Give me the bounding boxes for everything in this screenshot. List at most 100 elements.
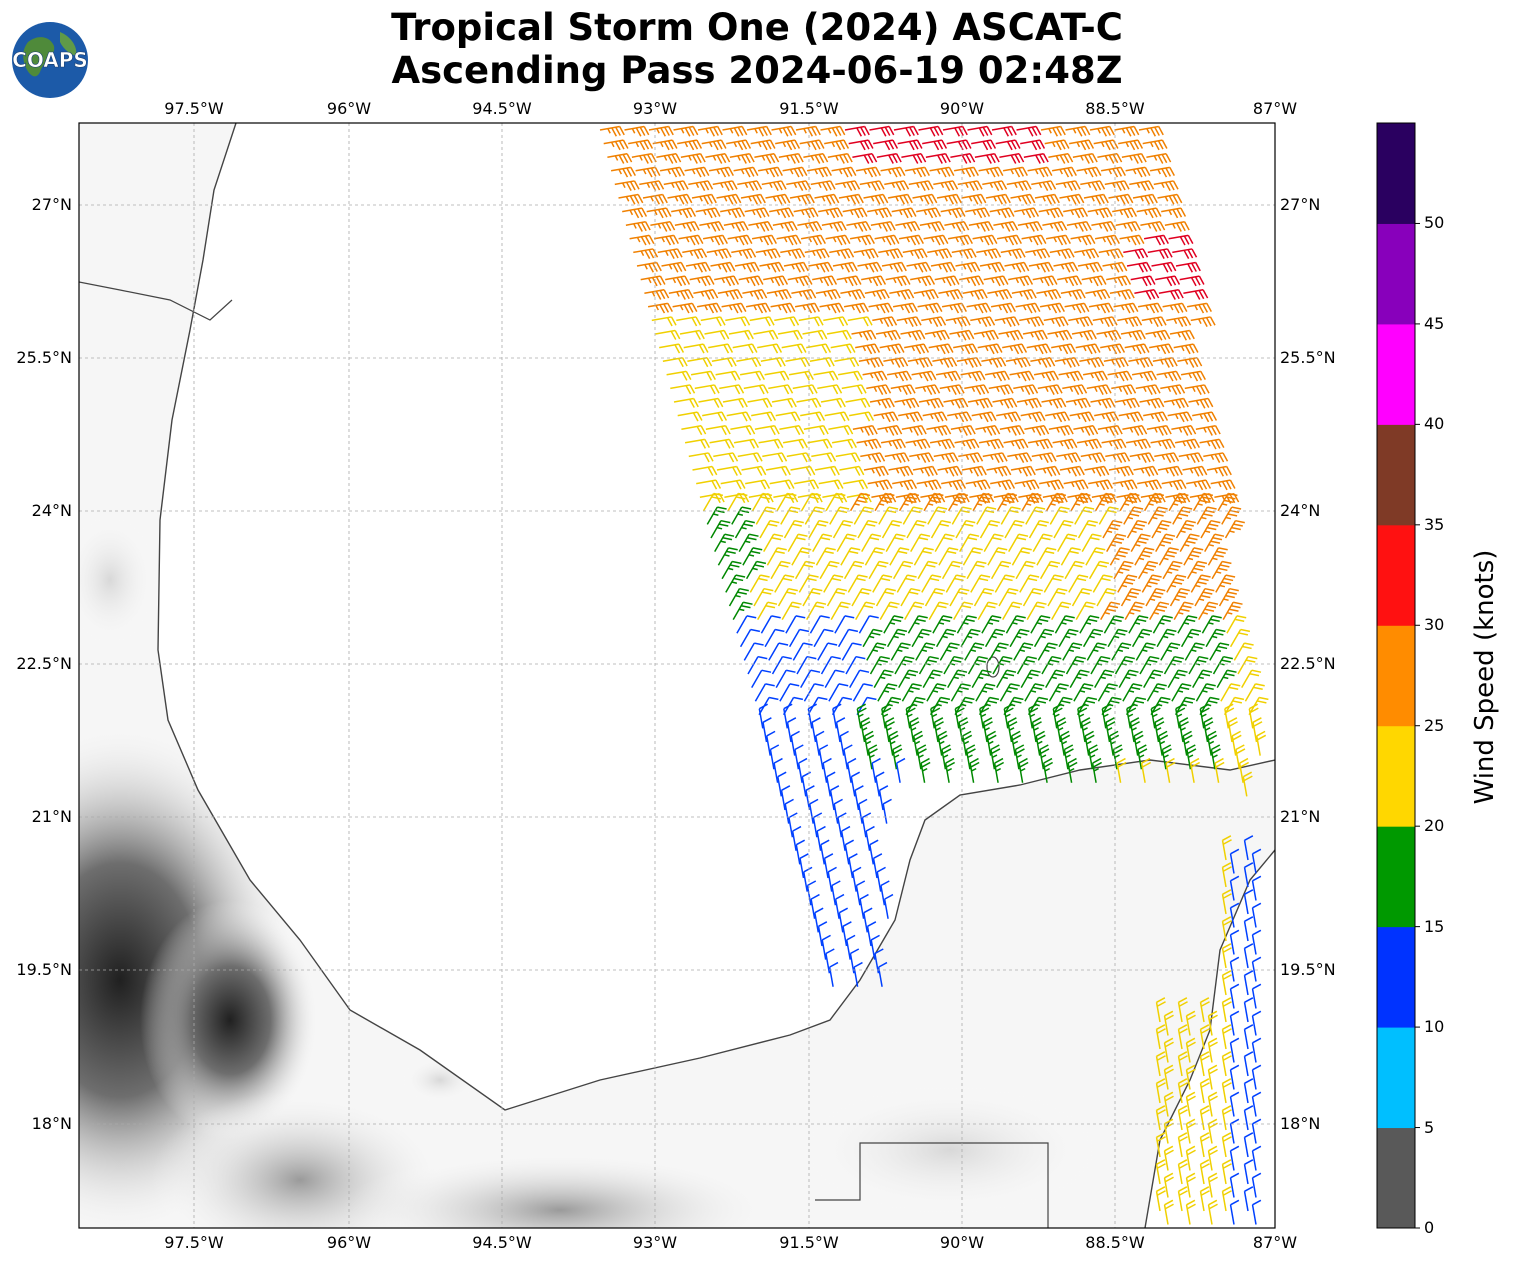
- wind-barb: [793, 207, 819, 219]
- wind-barb: [959, 533, 980, 552]
- wind-barb: [1210, 479, 1236, 491]
- wind-barb: [1009, 370, 1035, 382]
- wind-barb: [1163, 1037, 1174, 1063]
- wind-barb: [1157, 193, 1183, 205]
- wind-barb: [688, 180, 714, 192]
- wind-barb: [826, 587, 847, 607]
- wind-barb: [1002, 166, 1028, 178]
- wind-barb: [996, 411, 1022, 423]
- wind-barb: [954, 438, 980, 450]
- wind-barb: [1030, 615, 1051, 634]
- wind-barb: [682, 248, 708, 260]
- wind-barb: [702, 411, 728, 422]
- wind-barb: [912, 730, 924, 756]
- wind-barb: [1216, 669, 1237, 688]
- wind-barb: [850, 771, 861, 797]
- wind-barb: [937, 730, 948, 756]
- wind-barb: [1114, 125, 1140, 137]
- wind-barb: [922, 411, 948, 423]
- wind-barb: [1122, 424, 1148, 436]
- wind-barb: [1128, 356, 1154, 368]
- wind-barb: [1097, 683, 1118, 702]
- wind-barb: [1164, 220, 1190, 232]
- wind-barb: [883, 893, 894, 919]
- wind-barb: [1180, 370, 1206, 382]
- wind-barb: [1033, 370, 1059, 382]
- wind-barb: [918, 125, 944, 137]
- wind-barb: [1156, 370, 1182, 382]
- wind-barb: [1196, 506, 1217, 525]
- wind-barb: [883, 615, 904, 634]
- wind-barb: [1126, 261, 1152, 273]
- wind-barb: [1126, 519, 1147, 539]
- wind-barb: [956, 615, 977, 634]
- wind-barb: [1163, 1145, 1174, 1171]
- wind-barb: [677, 139, 703, 151]
- wind-barb: [1093, 139, 1119, 151]
- wind-barb: [1177, 997, 1188, 1023]
- wind-barb: [787, 275, 813, 287]
- wind-barb: [817, 384, 843, 395]
- colorbar-tick-label: 15: [1424, 916, 1445, 936]
- wind-barb: [1140, 220, 1166, 232]
- wind-barb: [769, 207, 795, 219]
- wind-barb: [1132, 193, 1158, 205]
- wind-barb: [1172, 506, 1193, 525]
- lat-tick-label-left: 19.5°N: [16, 960, 72, 979]
- wind-barb: [844, 125, 870, 137]
- wind-barb: [950, 683, 971, 702]
- wind-barb: [1226, 615, 1247, 634]
- wind-barb: [930, 261, 956, 273]
- wind-barb: [815, 547, 836, 566]
- wind-barb: [933, 717, 944, 743]
- wind-barb: [812, 533, 833, 552]
- wind-barb: [684, 166, 710, 178]
- wind-barb: [1045, 669, 1066, 688]
- wind-barb: [795, 125, 821, 137]
- wind-barb: [1109, 547, 1130, 566]
- wind-barb: [1178, 452, 1204, 464]
- us-mexico-border: [79, 281, 233, 321]
- wind-barb: [831, 166, 857, 178]
- wind-barb: [1031, 717, 1042, 743]
- wind-barb: [1016, 125, 1042, 137]
- wind-barb: [705, 152, 731, 164]
- wind-barb: [1199, 703, 1210, 729]
- wind-barb: [991, 125, 1017, 137]
- wind-barb: [866, 384, 892, 396]
- wind-barb: [873, 139, 899, 151]
- wind-barb: [710, 261, 736, 273]
- wind-barb: [908, 180, 934, 192]
- wind-barb: [1251, 983, 1262, 1009]
- wind-barb: [1141, 316, 1167, 328]
- wind-barb: [926, 683, 947, 702]
- colorbar-segment: [1377, 725, 1415, 827]
- wind-barb: [1073, 424, 1099, 436]
- wind-barb: [765, 193, 791, 205]
- wind-barb: [708, 343, 734, 354]
- wind-barb: [1251, 956, 1262, 982]
- colorbar-segment: [1377, 223, 1415, 325]
- wind-barb: [727, 234, 753, 246]
- wind-barb: [1147, 506, 1168, 525]
- wind-barb: [811, 452, 837, 463]
- wind-barb: [849, 234, 875, 246]
- wind-barb: [890, 384, 916, 396]
- wind-barb: [757, 166, 783, 178]
- wind-barb: [1199, 1105, 1210, 1131]
- wind-barb: [1119, 492, 1140, 512]
- wind-barb: [1096, 329, 1122, 341]
- wind-barb: [1004, 519, 1025, 539]
- title-line-2: Ascending Pass 2024-06-19 02:48Z: [391, 49, 1123, 92]
- wind-barb: [854, 785, 864, 811]
- wind-barb: [1198, 601, 1219, 620]
- wind-barb: [1242, 771, 1253, 797]
- wind-barb: [1146, 152, 1172, 164]
- wind-barb: [733, 166, 759, 178]
- wind-barb: [603, 139, 629, 151]
- wind-barb: [1094, 492, 1116, 512]
- wind-barb: [905, 703, 916, 729]
- wind-barb: [872, 574, 893, 593]
- wind-barb: [909, 452, 935, 464]
- wind-barb: [807, 438, 833, 449]
